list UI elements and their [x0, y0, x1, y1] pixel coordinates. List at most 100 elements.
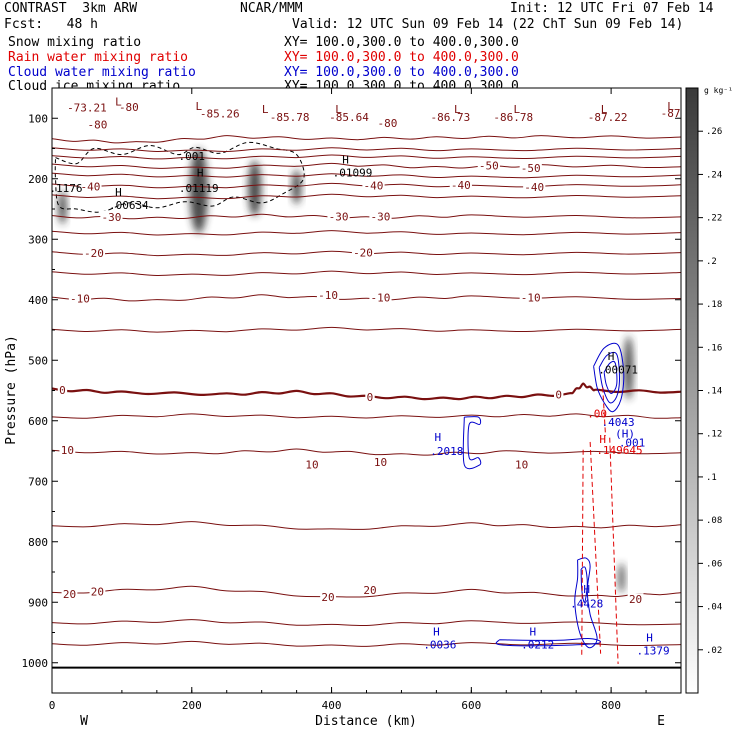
contour-label-33: 20 [63, 588, 76, 601]
rain-line-1 [589, 441, 602, 654]
temp-contour-m20 [52, 250, 681, 257]
field-cloudwater-xy: XY= 100.0,300.0 to 400.0,300.0 [284, 65, 519, 80]
temperature-contours [52, 135, 681, 647]
snow-cell-4 [624, 336, 634, 400]
contour-label-15: -40 [451, 179, 471, 192]
contour-label-bg-18 [327, 210, 350, 222]
y-tick-label-600: 600 [28, 415, 48, 428]
annotation-8: .001 [179, 150, 206, 163]
temp-contour-m50 [52, 162, 681, 169]
annotation-32: H [646, 631, 653, 644]
colorbar-tick-label-3: .08 [706, 516, 722, 526]
contour-label-bg-37 [627, 593, 644, 605]
contour-label-bg-23 [316, 288, 340, 300]
contour-label-bg-27 [365, 391, 375, 403]
colorbar-tick-label-6: .14 [706, 387, 722, 397]
contour-label-27: 0 [367, 391, 374, 404]
annotation-22: (H) [615, 427, 635, 440]
y-tick-label-1000: 1000 [22, 657, 49, 670]
temp-contour-25 [52, 619, 681, 627]
field-rain-label: Rain water mixing ratio [8, 50, 189, 65]
rain-line-3 [602, 387, 607, 436]
contour-label-bg-17 [100, 210, 123, 222]
field-rain-xy: XY= 100.0,300.0 to 400.0,300.0 [284, 50, 519, 65]
annotation-26: H [583, 583, 590, 596]
contour-label-bg-29 [59, 443, 76, 455]
right-end-label: E [657, 714, 665, 729]
colorbar-tick-label-5: .12 [706, 430, 722, 440]
annotation-20: .00 [587, 407, 607, 420]
contour-label-8: -87.22 [588, 111, 628, 124]
temp-contour-m45 [52, 172, 681, 179]
annotation-23: H [599, 433, 606, 446]
contour-label-3: -85.78 [270, 111, 310, 124]
contour-label-35: 20 [321, 591, 334, 604]
contour-label-13: -40 [81, 181, 101, 194]
rain-line-0 [581, 449, 584, 656]
contour-labels: -73.21 -80 -85.26 -85.78 -85.64 -80 -86.73 -86.… [57, 100, 682, 606]
annotation-9: H [197, 167, 204, 180]
contour-label-9: -87 [661, 107, 681, 120]
y-tick-label-100: 100 [28, 112, 48, 125]
colorbar-tick-label-1: .04 [706, 603, 722, 613]
contour-label-6: -86.73 [430, 111, 470, 124]
annotation-6: L [601, 103, 608, 116]
contour-label-29: 10 [61, 444, 74, 457]
annotation-16: H [608, 350, 615, 363]
contour-label-bg-7 [492, 111, 534, 123]
snow-cell-3 [58, 190, 67, 225]
contour-label-37: 20 [629, 593, 642, 606]
colorbar-tick-label-0: .02 [706, 646, 722, 656]
contour-label-bg-24 [369, 291, 392, 303]
valid-time: Valid: 12 UTC Sun 09 Feb 14 (22 ChT Sun … [292, 17, 684, 32]
temp-contour-m70 [52, 147, 681, 153]
contour-label-19: -30 [371, 210, 391, 223]
snow-cell-0 [189, 148, 208, 234]
contour-label-bg-3 [268, 111, 311, 123]
temp-contour-5 [52, 413, 681, 419]
contour-label-22: -10 [70, 293, 90, 306]
contour-label-2: -85.26 [200, 107, 240, 120]
annotation-18: H [434, 431, 441, 444]
colorbar-tick-label-8: .18 [706, 300, 722, 310]
annotation-5: L [513, 103, 520, 116]
annotation-14: H [115, 186, 122, 199]
cloud-water-contour-4 [574, 557, 598, 649]
annotation-2: L [262, 103, 269, 116]
contour-label-32: 10 [515, 458, 528, 471]
colorbar-tick-label-12: .26 [706, 127, 722, 137]
contour-label-28: 0 [555, 389, 562, 402]
model-name: CONTRAST 3km ARW [4, 1, 138, 16]
contour-label-bg-25 [519, 291, 542, 303]
axes: 0 200 400 600 800100200300400500600700800900… [22, 87, 682, 712]
contour-label-bg-2 [199, 107, 241, 119]
temp-contour-m60 [52, 154, 681, 160]
x-tick-label-200: 200 [182, 699, 202, 712]
temp-contour-m15 [52, 270, 681, 277]
y-axis-label: Pressure (hPa) [4, 335, 19, 445]
annotation-30: H [530, 625, 537, 638]
annotation-21: .4043 [602, 416, 635, 429]
y-tick-label-400: 400 [28, 294, 48, 307]
x-tick-label-400: 400 [322, 699, 342, 712]
colorbar-tick-label-2: .06 [706, 559, 722, 569]
contour-label-30: 10 [305, 458, 318, 471]
forecast-hour: Fcst: 48 h [4, 17, 98, 32]
temp-contour-m30 [52, 213, 681, 220]
contour-label-bg-30 [304, 458, 320, 470]
contour-label-bg-33 [61, 587, 78, 599]
colorbar-tick-label-7: .16 [706, 343, 722, 353]
annotation-27: .4428 [570, 597, 603, 610]
contour-label-bg-11 [477, 159, 500, 171]
contour-label-bg-1 [117, 100, 140, 112]
annotation-7: L [667, 100, 674, 113]
cloud-water-contour-2 [603, 360, 618, 395]
annotation-12: .01099 [333, 167, 373, 180]
colorbar-unit: g kg⁻¹ [704, 86, 733, 95]
cloud-ice-layer [54, 141, 305, 213]
contour-label-17: -30 [101, 211, 121, 224]
contour-label-bg-4 [328, 111, 370, 123]
temp-contour-10 [52, 448, 681, 456]
cloud-water-contour-0 [593, 342, 625, 413]
